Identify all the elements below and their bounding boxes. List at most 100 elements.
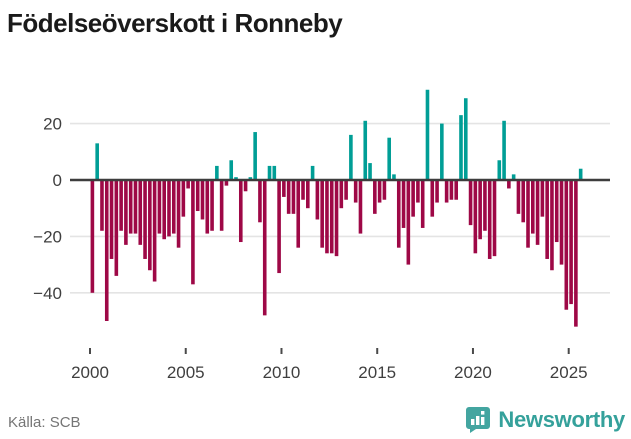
bar-2005-Q4 bbox=[200, 180, 205, 220]
bar-2023-Q4 bbox=[545, 180, 549, 259]
bar-2021-Q1 bbox=[492, 180, 497, 257]
bar-2020-Q3 bbox=[483, 180, 487, 231]
bar-2009-Q3 bbox=[272, 165, 277, 180]
x-axis-label-2005: 2005 bbox=[167, 363, 205, 382]
bar-2013-Q2 bbox=[344, 180, 348, 200]
newsworthy-bubble-chart-icon bbox=[465, 406, 491, 433]
bar-2018-Q2 bbox=[440, 123, 444, 180]
bar-2003-Q1 bbox=[148, 180, 152, 271]
bar-2001-Q2 bbox=[114, 180, 119, 276]
bar-2000-Q1 bbox=[90, 180, 95, 293]
bar-2010-Q4 bbox=[296, 180, 301, 248]
bar-2003-Q3 bbox=[157, 180, 162, 234]
bar-2017-Q2 bbox=[420, 180, 425, 228]
bar-2014-Q1 bbox=[358, 180, 363, 234]
bar-2014-Q4 bbox=[373, 180, 377, 214]
bar-2002-Q1 bbox=[128, 180, 133, 234]
bar-2000-Q3 bbox=[100, 180, 104, 231]
x-axis-label-2000: 2000 bbox=[71, 363, 109, 382]
bar-2024-Q3 bbox=[559, 180, 564, 265]
bar-2023-Q2 bbox=[535, 180, 540, 245]
bar-2008-Q3 bbox=[253, 132, 257, 180]
bar-2015-Q3 bbox=[387, 137, 391, 180]
bar-2014-Q2 bbox=[363, 120, 368, 180]
bar-2024-Q1 bbox=[550, 180, 554, 271]
bar-2019-Q4 bbox=[468, 180, 473, 226]
bar-2010-Q2 bbox=[286, 180, 291, 214]
source-attribution: Källa: SCB bbox=[8, 414, 81, 431]
newsworthy-brand-link[interactable]: Newsworthy bbox=[465, 406, 625, 433]
bar-2023-Q3 bbox=[540, 180, 545, 217]
bar-2008-Q1 bbox=[243, 180, 248, 192]
x-axis-label-2015: 2015 bbox=[358, 363, 396, 382]
bar-2019-Q1 bbox=[454, 180, 459, 200]
bar-2019-Q3 bbox=[463, 98, 468, 180]
y-axis-label-20: 20 bbox=[43, 115, 62, 134]
bar-2006-Q4 bbox=[219, 180, 224, 231]
bar-2007-Q1 bbox=[224, 180, 229, 186]
bar-2022-Q2 bbox=[516, 180, 521, 214]
bar-2007-Q2 bbox=[229, 160, 234, 180]
bar-2012-Q2 bbox=[325, 180, 329, 254]
bar-2005-Q1 bbox=[186, 180, 190, 189]
bar-2002-Q4 bbox=[143, 180, 147, 259]
bar-2018-Q3 bbox=[444, 180, 449, 203]
bar-2020-Q1 bbox=[473, 180, 478, 254]
bar-2017-Q3 bbox=[425, 89, 430, 180]
y-axis-label--40: −40 bbox=[33, 284, 62, 303]
bar-2022-Q4 bbox=[526, 180, 530, 248]
bar-2007-Q3 bbox=[234, 177, 238, 180]
bar-2004-Q2 bbox=[171, 180, 176, 234]
bar-2002-Q3 bbox=[138, 180, 143, 245]
bar-2019-Q2 bbox=[459, 115, 463, 180]
bar-2025-Q2 bbox=[574, 180, 578, 327]
bar-2009-Q2 bbox=[267, 165, 272, 180]
bar-2017-Q4 bbox=[430, 180, 435, 217]
bar-2018-Q1 bbox=[435, 180, 439, 203]
bar-2012-Q3 bbox=[329, 180, 334, 254]
bar-2003-Q2 bbox=[152, 180, 157, 282]
y-axis-label-0: 0 bbox=[53, 171, 62, 190]
bar-2025-Q1 bbox=[569, 180, 573, 305]
bar-2013-Q3 bbox=[349, 134, 353, 180]
bar-2011-Q1 bbox=[301, 180, 305, 200]
bar-2011-Q3 bbox=[310, 165, 315, 180]
bar-2013-Q4 bbox=[353, 180, 358, 203]
bar-2006-Q1 bbox=[205, 180, 210, 234]
x-axis-label-2025: 2025 bbox=[550, 363, 588, 382]
bar-2010-Q1 bbox=[282, 180, 286, 197]
bar-2008-Q4 bbox=[258, 180, 262, 223]
bar-2022-Q1 bbox=[511, 174, 516, 180]
bar-2011-Q2 bbox=[306, 180, 310, 209]
bar-2015-Q2 bbox=[382, 180, 387, 200]
bar-2004-Q1 bbox=[167, 180, 171, 237]
x-axis-label-2020: 2020 bbox=[454, 363, 492, 382]
bar-2012-Q4 bbox=[334, 180, 339, 257]
newsworthy-wordmark: Newsworthy bbox=[498, 406, 625, 432]
bar-2015-Q4 bbox=[392, 174, 396, 180]
bar-2012-Q1 bbox=[320, 180, 324, 248]
bar-2009-Q4 bbox=[277, 180, 281, 274]
bar-2009-Q1 bbox=[262, 180, 267, 316]
bar-2005-Q2 bbox=[191, 180, 195, 285]
bar-2006-Q3 bbox=[215, 165, 219, 180]
bar-2021-Q2 bbox=[497, 160, 502, 180]
bar-2000-Q4 bbox=[104, 180, 109, 321]
bar-2017-Q1 bbox=[416, 180, 420, 203]
bar-2024-Q2 bbox=[554, 180, 559, 243]
bar-2008-Q2 bbox=[248, 177, 253, 180]
bar-2016-Q4 bbox=[411, 180, 415, 217]
bar-2018-Q4 bbox=[449, 180, 454, 200]
bar-2016-Q3 bbox=[406, 180, 411, 265]
page-title: Födelseöverskott i Ronneby bbox=[7, 8, 343, 38]
y-axis-label--20: −20 bbox=[33, 227, 62, 246]
bar-2001-Q4 bbox=[124, 180, 128, 245]
bar-2021-Q4 bbox=[507, 180, 511, 189]
bar-2003-Q4 bbox=[162, 180, 166, 240]
bar-2010-Q3 bbox=[291, 180, 296, 214]
bar-2025-Q3 bbox=[578, 168, 583, 180]
bar-2020-Q4 bbox=[487, 180, 492, 259]
birth-surplus-bar-chart: 20 0 −20 −40 2000 2005 2010 2015 2020 2025 bbox=[33, 89, 610, 382]
bar-2024-Q4 bbox=[564, 180, 569, 310]
